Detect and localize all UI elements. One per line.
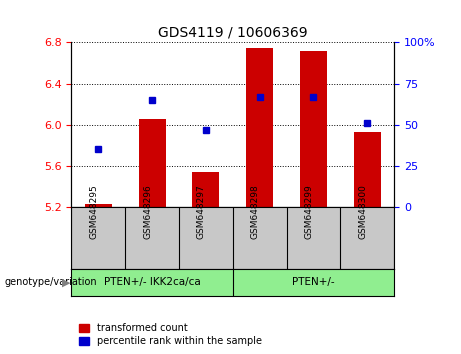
- Bar: [193, 172, 219, 207]
- Text: GSM648299: GSM648299: [304, 185, 313, 239]
- Text: ▶: ▶: [62, 277, 71, 287]
- Text: PTEN+/- IKK2ca/ca: PTEN+/- IKK2ca/ca: [104, 277, 201, 287]
- Text: GSM648295: GSM648295: [89, 185, 98, 239]
- Text: GSM648298: GSM648298: [251, 185, 260, 239]
- Text: GSM648296: GSM648296: [143, 185, 152, 239]
- Text: genotype/variation: genotype/variation: [5, 277, 97, 287]
- Text: GSM648300: GSM648300: [358, 184, 367, 240]
- Text: PTEN+/-: PTEN+/-: [292, 277, 335, 287]
- Text: GSM648297: GSM648297: [197, 185, 206, 239]
- Bar: [246, 48, 273, 207]
- Bar: [354, 132, 381, 207]
- Bar: [139, 119, 165, 207]
- Legend: transformed count, percentile rank within the sample: transformed count, percentile rank withi…: [77, 320, 265, 349]
- Bar: [85, 204, 112, 207]
- Bar: [300, 51, 327, 207]
- Title: GDS4119 / 10606369: GDS4119 / 10606369: [158, 26, 307, 40]
